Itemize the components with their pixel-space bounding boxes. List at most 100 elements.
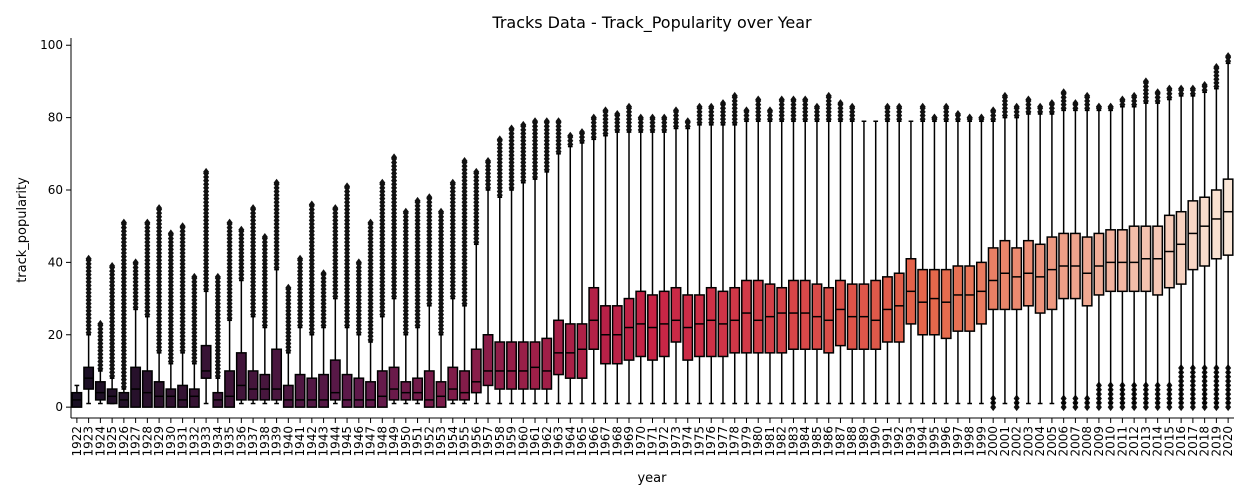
box-2010 — [1105, 102, 1117, 412]
outlier-point — [402, 207, 409, 216]
iqr-box — [752, 279, 764, 354]
x-tick-label: 1966 — [587, 426, 601, 457]
x-tick-label: 1986 — [822, 426, 836, 457]
x-tick-label: 2001 — [998, 426, 1012, 457]
outlier-point — [273, 178, 280, 187]
x-tick-label: 1946 — [352, 426, 366, 457]
box-1930 — [165, 229, 177, 408]
box-1933 — [200, 167, 212, 405]
outlier-point — [344, 182, 351, 191]
iqr-box — [1222, 178, 1234, 256]
outlier-point — [1131, 91, 1138, 100]
iqr-box — [294, 373, 306, 408]
x-tick-label: 1973 — [669, 426, 683, 457]
outlier-point — [896, 102, 903, 111]
box-1999 — [975, 113, 987, 405]
box-1965 — [576, 128, 588, 405]
box-2009 — [1093, 102, 1105, 412]
x-tick-label: 2002 — [1010, 426, 1024, 457]
box-1938 — [259, 233, 271, 405]
box-1942 — [306, 200, 318, 408]
box-1959 — [506, 124, 517, 405]
outlier-point — [802, 95, 809, 104]
x-tick-label: 1988 — [845, 426, 859, 457]
x-tick-label: 1997 — [951, 426, 965, 457]
box-1944 — [329, 204, 341, 405]
box-1924 — [94, 319, 106, 405]
outlier-point — [766, 106, 773, 115]
iqr-box — [940, 268, 952, 340]
iqr-box — [1210, 189, 1222, 260]
iqr-box — [564, 323, 576, 379]
box-1946 — [353, 258, 365, 408]
x-tick-label: 1943 — [317, 426, 331, 457]
box-1960 — [517, 120, 529, 405]
box-1992 — [893, 102, 905, 405]
outlier-point — [743, 106, 750, 115]
box-2003 — [1022, 95, 1034, 405]
y-axis-label: track_popularity — [15, 177, 30, 283]
outlier-point — [203, 167, 210, 176]
outlier-point — [355, 258, 362, 267]
y-tick-label: 60 — [48, 183, 63, 197]
x-tick-label: 1968 — [610, 426, 624, 457]
x-tick-label: 1970 — [634, 426, 648, 457]
outlier-point — [332, 204, 339, 213]
outlier-point — [438, 207, 445, 216]
box-1950 — [400, 207, 412, 405]
iqr-box — [306, 377, 318, 408]
box-2012 — [1128, 91, 1140, 412]
iqr-box — [200, 344, 212, 379]
box-1934 — [212, 272, 224, 408]
box-2018 — [1199, 81, 1211, 412]
low-outlier-point — [1013, 403, 1020, 412]
x-tick-label: 1945 — [340, 426, 354, 457]
iqr-box — [435, 381, 447, 408]
box-1922 — [71, 384, 83, 408]
x-tick-label: 1949 — [387, 426, 401, 457]
outlier-point — [508, 124, 515, 133]
box-1926 — [118, 218, 130, 408]
box-2004 — [1034, 102, 1046, 405]
y-tick-label: 0 — [55, 400, 63, 414]
outlier-point — [473, 167, 480, 176]
x-tick-label: 1989 — [857, 426, 871, 457]
iqr-box — [893, 272, 905, 343]
iqr-box — [1199, 196, 1211, 267]
outlier-point — [978, 113, 985, 122]
box-1954 — [447, 178, 459, 405]
iqr-box — [1011, 247, 1023, 311]
outlier-point — [367, 218, 374, 227]
iqr-box — [400, 381, 412, 401]
box-1957 — [482, 157, 494, 405]
x-tick-label: 1954 — [446, 426, 460, 457]
x-tick-label: 1995 — [927, 426, 941, 457]
outlier-point — [825, 91, 832, 100]
iqr-box — [130, 366, 142, 408]
outlier-point — [1201, 81, 1208, 90]
y-axis: 0 20 40 60 80 100 — [40, 38, 72, 418]
x-tick-label: 1941 — [293, 426, 307, 457]
x-tick-label: 2000 — [986, 426, 1000, 457]
outlier-point — [719, 99, 726, 108]
iqr-box — [153, 381, 165, 408]
outlier-point — [1072, 99, 1079, 108]
outlier-point — [179, 222, 186, 231]
low-outlier-point — [1213, 403, 1220, 412]
iqr-box — [94, 381, 106, 401]
outlier-point — [226, 218, 233, 227]
x-tick-label: 1990 — [869, 426, 883, 457]
iqr-box — [271, 348, 283, 401]
box-2014 — [1152, 88, 1164, 412]
x-tick-label: 1982 — [775, 426, 789, 457]
box-1936 — [235, 225, 247, 405]
outlier-point — [1001, 91, 1008, 100]
outlier-point — [919, 102, 926, 111]
outlier-point — [426, 193, 433, 202]
iqr-box — [1152, 225, 1164, 296]
x-tick-label: 1940 — [281, 426, 295, 457]
iqr-box — [999, 239, 1011, 311]
x-tick-label: 1950 — [399, 426, 413, 457]
x-tick-label: 2016 — [1174, 426, 1188, 457]
